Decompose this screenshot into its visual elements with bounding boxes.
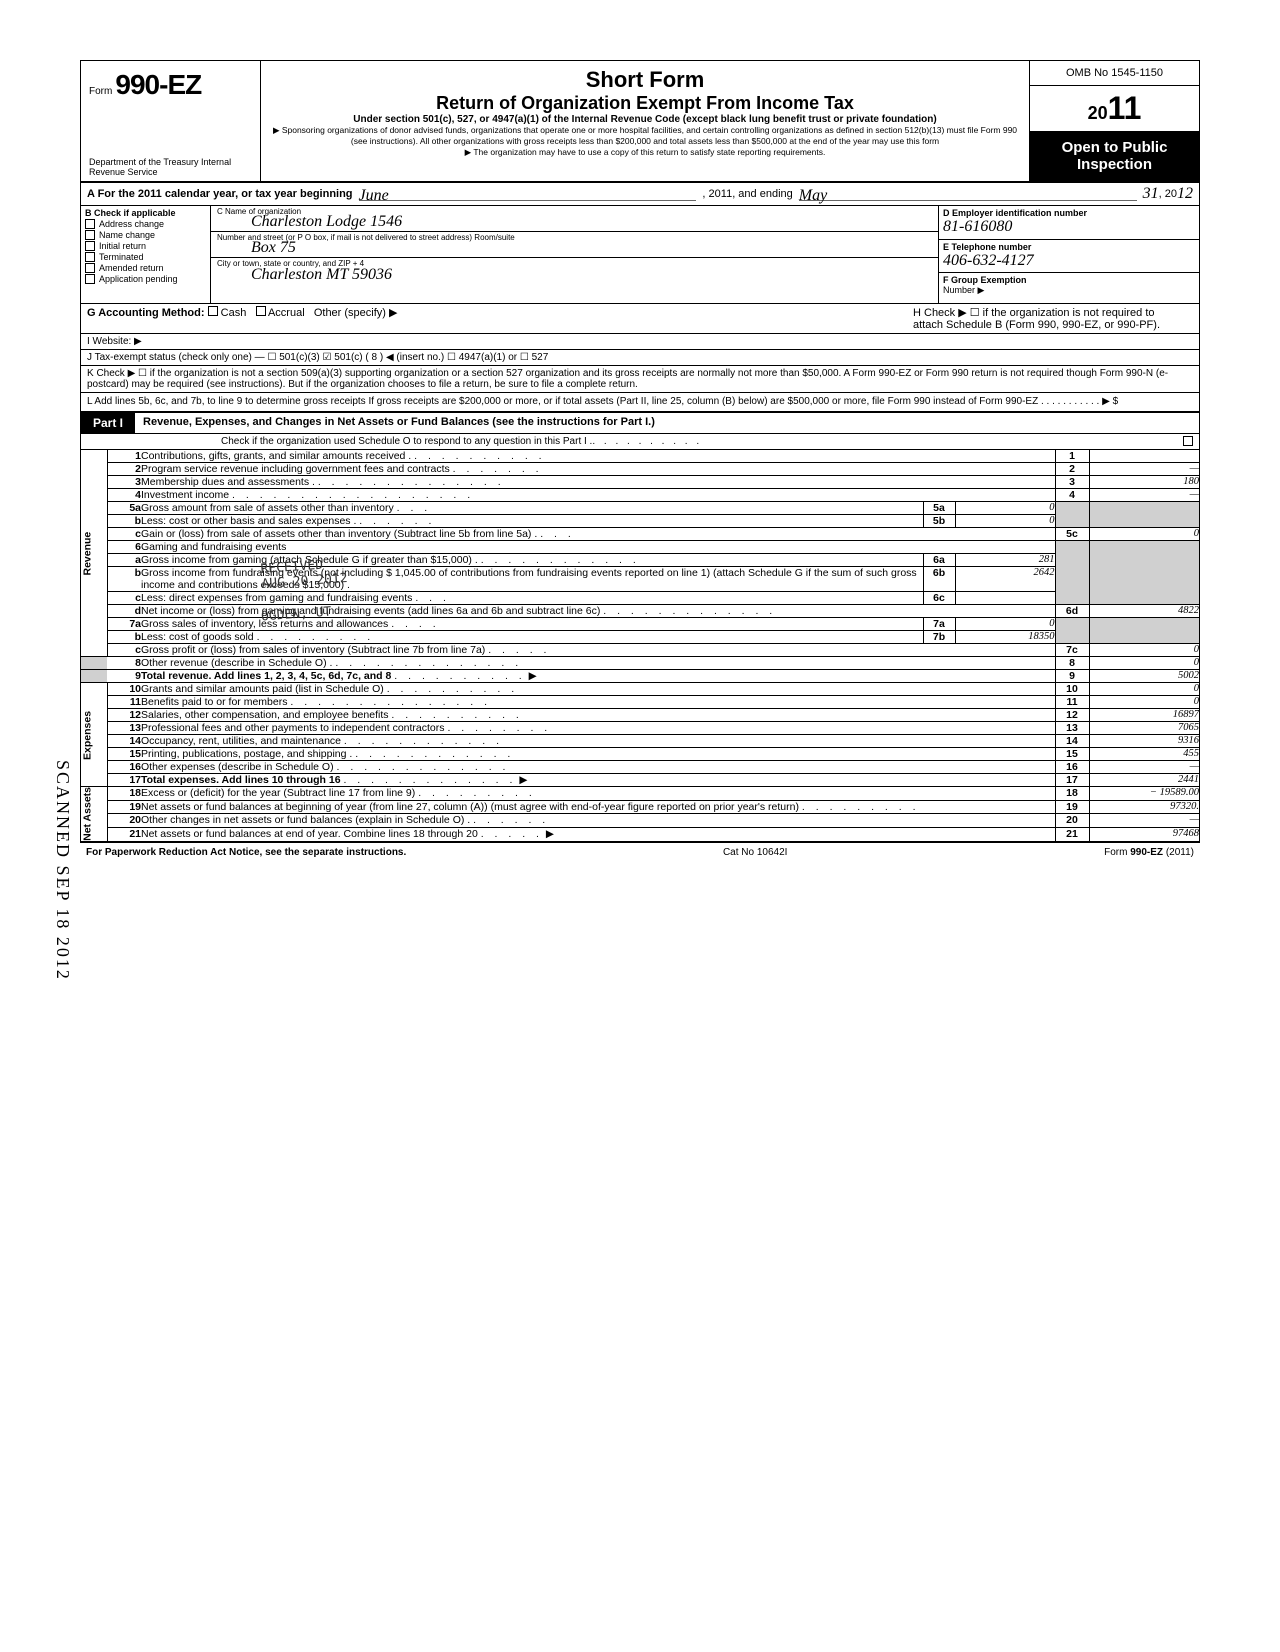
phone: 406-632-4127 <box>943 252 1195 270</box>
year-end-month: May <box>799 187 1137 201</box>
checkbox-amended[interactable] <box>85 263 95 273</box>
line-1-value <box>1089 450 1199 463</box>
header-middle: Short Form Return of Organization Exempt… <box>261 61 1029 181</box>
line-4-value: — <box>1089 489 1199 502</box>
checkbox-initial[interactable] <box>85 241 95 251</box>
footer-right: Form 990-EZ (2011) <box>1104 847 1194 858</box>
subtitle: Under section 501(c), 527, or 4947(a)(1)… <box>271 114 1019 125</box>
checkbox-cash[interactable] <box>208 306 218 316</box>
footer-left: For Paperwork Reduction Act Notice, see … <box>86 847 406 858</box>
part-1-table: Revenue 1Contributions, gifts, grants, a… <box>81 450 1199 842</box>
line-7a-value: 0 <box>955 618 1055 631</box>
line-12-value: 16897 <box>1089 709 1199 722</box>
fine-print-2: ▶ The organization may have to use a cop… <box>271 147 1019 158</box>
part-1-check: Check if the organization used Schedule … <box>81 434 1199 450</box>
year-end-yr: 12 <box>1177 185 1193 203</box>
department: Department of the Treasury Internal Reve… <box>89 157 260 177</box>
line-6b-value: 2642 <box>955 567 1055 592</box>
checkbox-terminated[interactable] <box>85 252 95 262</box>
row-h: H Check ▶ ☐ if the organization is not r… <box>913 306 1173 331</box>
form-990ez: Form 990-EZ Department of the Treasury I… <box>80 60 1200 843</box>
col-def: D Employer identification number81-61608… <box>939 206 1199 303</box>
vlabel-revenue: Revenue <box>81 450 107 657</box>
line-18-value: − 19589.00 <box>1089 787 1199 801</box>
row-j-status: J Tax-exempt status (check only one) — ☐… <box>81 350 1199 366</box>
part-1-header: Part I Revenue, Expenses, and Changes in… <box>81 413 1199 434</box>
line-10-value: 0 <box>1089 683 1199 696</box>
title-short-form: Short Form <box>271 67 1019 93</box>
vlabel-expenses: Expenses <box>81 683 107 787</box>
line-2-value: — <box>1089 463 1199 476</box>
row-i-website: I Website: ▶ <box>81 334 1199 350</box>
footer-mid: Cat No 10642I <box>723 847 788 858</box>
line-3-value: 180 <box>1089 476 1199 489</box>
line-13-value: 7065 <box>1089 722 1199 735</box>
checkbox-schedule-o[interactable] <box>1183 436 1193 446</box>
line-15-value: 455 <box>1089 748 1199 761</box>
part-1-title: Revenue, Expenses, and Changes in Net As… <box>135 413 1199 433</box>
line-6a-value: 281 <box>955 554 1055 567</box>
open-to-public: Open to Public Inspection <box>1030 131 1199 181</box>
form-header: Form 990-EZ Department of the Treasury I… <box>81 61 1199 183</box>
line-5a-value: 0 <box>955 502 1055 515</box>
stamp-received: RECEIVEDAUG 20 2012 <box>260 556 348 592</box>
line-19-value: 97320. <box>1089 800 1199 814</box>
line-6c-value <box>955 592 1055 605</box>
org-address: Box 75 <box>251 239 296 257</box>
checkbox-pending[interactable] <box>85 274 95 284</box>
line-21-value: 97468 <box>1089 828 1199 842</box>
line-5c-value: 0 <box>1089 528 1199 541</box>
form-number: 990-EZ <box>115 69 201 100</box>
ein: 81-616080 <box>943 218 1195 236</box>
form-prefix: Form <box>89 86 112 97</box>
title-return: Return of Organization Exempt From Incom… <box>271 93 1019 114</box>
vlabel-net-assets: Net Assets <box>81 787 107 842</box>
checkbox-address[interactable] <box>85 219 95 229</box>
header-left: Form 990-EZ Department of the Treasury I… <box>81 61 261 181</box>
row-k-check: K Check ▶ ☐ if the organization is not a… <box>81 366 1199 393</box>
tax-year: 2011 <box>1030 86 1199 131</box>
row-a-tax-year: A For the 2011 calendar year, or tax yea… <box>81 183 1199 206</box>
line-9-value: 5002 <box>1089 670 1199 683</box>
line-14-value: 9316 <box>1089 735 1199 748</box>
line-11-value: 0 <box>1089 696 1199 709</box>
year-end-day: 31 <box>1143 185 1159 203</box>
col-c-org: C Name of organizationCharleston Lodge 1… <box>211 206 939 303</box>
col-b-checkboxes: B Check if applicable Address change Nam… <box>81 206 211 303</box>
header-right: OMB No 1545-1150 2011 Open to Public Ins… <box>1029 61 1199 181</box>
line-8-value: 0 <box>1089 657 1199 670</box>
row-l-gross: L Add lines 5b, 6c, and 7b, to line 9 to… <box>81 393 1199 413</box>
page-footer: For Paperwork Reduction Act Notice, see … <box>80 843 1200 862</box>
checkbox-name[interactable] <box>85 230 95 240</box>
part-1-label: Part I <box>81 413 135 433</box>
line-20-value: — <box>1089 814 1199 828</box>
row-g-accounting: G Accounting Method: Cash Accrual Other … <box>81 304 1199 334</box>
line-6d-value: 4822 <box>1089 605 1199 618</box>
block-bcdef: B Check if applicable Address change Nam… <box>81 206 1199 304</box>
org-city: Charleston MT 59036 <box>251 266 392 284</box>
line-16-value: — <box>1089 761 1199 774</box>
line-5b-value: 0 <box>955 515 1055 528</box>
line-7b-value: 18350 <box>955 631 1055 644</box>
line-17-value: 2441 <box>1089 774 1199 787</box>
org-name: Charleston Lodge 1546 <box>251 213 402 231</box>
scanned-stamp: SCANNED SEP 18 2012 <box>52 760 73 981</box>
checkbox-accrual[interactable] <box>256 306 266 316</box>
fine-print-1: ▶ Sponsoring organizations of donor advi… <box>271 125 1019 147</box>
line-7c-value: 0 <box>1089 644 1199 657</box>
year-begin: June <box>359 187 697 201</box>
omb-number: OMB No 1545-1150 <box>1030 61 1199 86</box>
